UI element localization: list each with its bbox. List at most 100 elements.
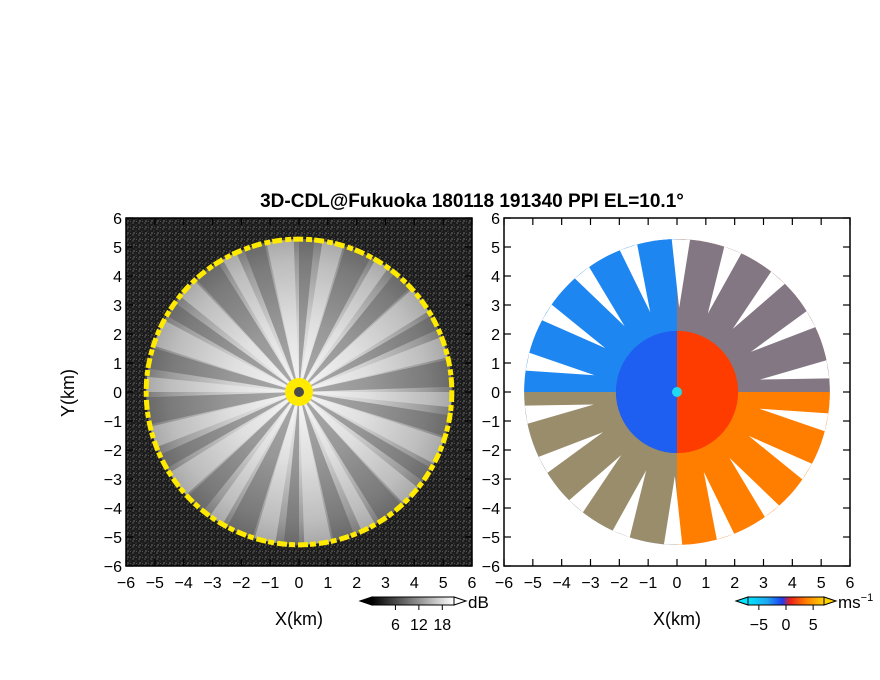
no-data-gap — [748, 435, 812, 480]
x-tick-label: −6 — [117, 575, 135, 592]
reflectivity-ray — [283, 392, 299, 545]
reflectivity-ray — [299, 246, 371, 392]
y-tick-label: −4 — [104, 501, 122, 518]
reflectivity-ray — [179, 280, 299, 392]
colorbar-tick-label: 6 — [391, 617, 400, 634]
colorbar-unit: dB — [468, 593, 489, 612]
no-data-gap — [760, 360, 830, 380]
x-tick-label: −4 — [553, 575, 571, 592]
reflectivity-ray — [299, 336, 448, 392]
colorbar-tick-label: 5 — [809, 617, 818, 634]
y-tick-label: 3 — [113, 298, 122, 315]
chart-title: 3D-CDL@Fukuoka 180118 191340 PPI EL=10.1… — [260, 191, 684, 212]
reflectivity-ray — [187, 392, 299, 512]
x-axis-label-left: X(km) — [275, 609, 323, 629]
no-data-gap — [707, 246, 742, 314]
colorbar-velocity: −5 0 5 ms−1 — [734, 592, 873, 634]
x-tick-label: 4 — [788, 575, 797, 592]
reflectivity-ray — [254, 392, 299, 543]
x-tick-label: 1 — [701, 575, 710, 592]
y-tick-label: −3 — [482, 472, 500, 489]
reflectivity-ray — [299, 392, 355, 541]
reflectivity-ray — [196, 262, 299, 392]
y-tick-label: 4 — [491, 269, 500, 286]
reflectivity-ray — [299, 239, 315, 392]
no-data-gap — [574, 266, 625, 327]
reflectivity-ray — [299, 241, 344, 392]
no-data-gap — [663, 476, 683, 545]
reflectivity-ray — [299, 315, 439, 392]
reflectivity-ray — [266, 239, 299, 392]
y-tick-label: 0 — [491, 385, 500, 402]
reflectivity-ray — [209, 392, 299, 525]
no-data-gap — [750, 311, 816, 352]
no-data-gap — [538, 432, 604, 473]
x-tick-label: −3 — [581, 575, 599, 592]
far-south-region — [524, 392, 830, 545]
colorbar-db: 6 12 18 dB — [358, 593, 489, 634]
velocity-field — [524, 239, 830, 545]
no-data-gap — [671, 239, 691, 308]
reflectivity-ray — [159, 392, 299, 469]
colorbar-tick-label: 12 — [410, 617, 428, 634]
y-tick-label: −3 — [104, 472, 122, 489]
no-data-gap — [542, 304, 606, 349]
reflectivity-ray — [150, 392, 299, 448]
reflectivity-ray — [146, 376, 299, 392]
x-tick-label: 6 — [468, 575, 477, 592]
x-tick-label: 5 — [817, 575, 826, 592]
reflectivity-ray — [299, 392, 450, 437]
axes-left: −6 −5 −4 −3 −2 −1 0 1 2 3 4 5 6 −6 −5 −4 −3 −2 −1 0 1 2 3 4 5 6 — [104, 211, 477, 592]
x-tick-label: −2 — [232, 575, 250, 592]
y-tick-label: −5 — [104, 530, 122, 547]
x-tick-label: −5 — [146, 575, 164, 592]
x-tick-label: −3 — [203, 575, 221, 592]
reflectivity-ray — [299, 392, 432, 482]
x-axis-label-right: X(km) — [653, 609, 701, 629]
y-tick-label: −6 — [104, 559, 122, 576]
y-tick-label: −2 — [482, 443, 500, 460]
reflectivity-ray — [169, 392, 299, 495]
y-tick-label: −2 — [104, 443, 122, 460]
reflectivity-ray — [299, 392, 332, 545]
no-data-gap — [524, 404, 594, 424]
colorbar-min-arrow — [358, 596, 373, 606]
reflectivity-ray — [146, 392, 299, 425]
no-data-gap — [612, 470, 647, 538]
y-tick-label: 2 — [491, 327, 500, 344]
colorbar-max-arrow — [453, 596, 468, 606]
velocity-panel: −6 −5 −4 −3 −2 −1 0 1 2 3 4 5 6 −6 −5 −4 −3 −2 −1 0 1 2 3 4 5 6 X… — [482, 211, 873, 634]
y-tick-label: −6 — [482, 559, 500, 576]
colorbar-bar — [747, 596, 825, 606]
reflectivity-ray — [299, 272, 411, 392]
reflectivity-field — [143, 236, 455, 548]
radar-center — [294, 387, 304, 397]
y-tick-label: 3 — [491, 298, 500, 315]
reflectivity-ray — [299, 392, 376, 532]
x-tick-label: 0 — [673, 575, 682, 592]
reflectivity-ray — [299, 392, 452, 408]
axes-right: −6 −5 −4 −3 −2 −1 0 1 2 3 4 5 6 −6 −5 −4 −3 −2 −1 0 1 2 3 4 5 6 — [482, 211, 855, 592]
reflectivity-ray — [299, 392, 402, 522]
radar-center — [672, 387, 682, 397]
y-tick-label: −5 — [482, 530, 500, 547]
y-tick-label: 1 — [113, 356, 122, 373]
colorbar-tick-label: −5 — [750, 617, 768, 634]
reflectivity-ray — [153, 320, 299, 392]
reflectivity-ray — [222, 252, 299, 392]
no-data-gap — [729, 457, 780, 518]
x-tick-label: 2 — [352, 575, 361, 592]
reflectivity-ray — [299, 359, 452, 392]
y-tick-label: 4 — [113, 269, 122, 286]
y-tick-label: 5 — [491, 240, 500, 257]
reflectivity-ray — [299, 289, 429, 392]
x-tick-label: 6 — [846, 575, 855, 592]
x-tick-label: 1 — [323, 575, 332, 592]
x-tick-label: 4 — [410, 575, 419, 592]
no-data-gap — [525, 352, 595, 376]
y-tick-label: 5 — [113, 240, 122, 257]
x-tick-label: −1 — [639, 575, 657, 592]
colorbar-tick-label: 0 — [782, 617, 791, 634]
y-tick-label: −1 — [482, 414, 500, 431]
